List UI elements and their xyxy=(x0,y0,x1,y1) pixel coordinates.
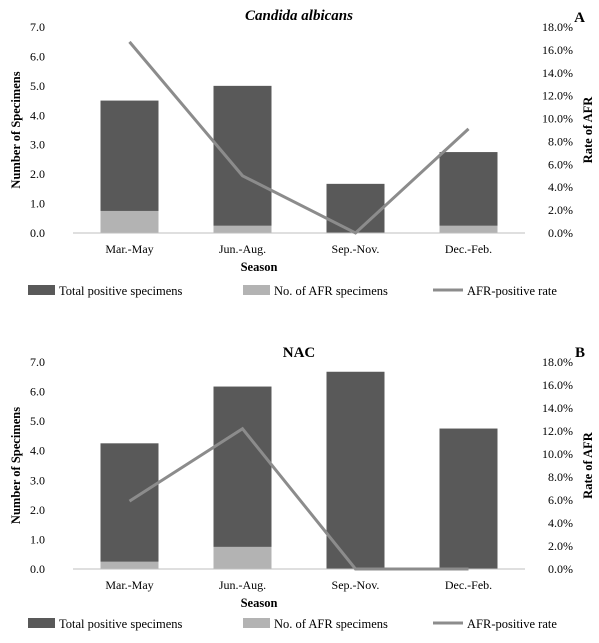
y2-axis-label: Rate of AFR xyxy=(581,431,595,499)
y2-axis-label: Rate of AFR xyxy=(581,96,595,164)
y-tick-label: 1.0 xyxy=(30,532,45,546)
bar-afr-1 xyxy=(214,547,272,569)
panel-letter: A xyxy=(574,10,585,26)
legend-swatch-afr xyxy=(243,618,270,628)
bar-total-3 xyxy=(440,429,498,569)
x-tick-label: Jun.-Aug. xyxy=(219,578,266,592)
rate-line xyxy=(130,42,469,233)
legend-label-rate: AFR-positive rate xyxy=(467,284,557,298)
y-tick-label: 6.0 xyxy=(30,49,45,63)
bar-afr-3 xyxy=(440,226,498,233)
panel-letter: B xyxy=(575,345,585,361)
chart-title: Candida albicans xyxy=(245,8,353,24)
y2-tick-label: 6.0% xyxy=(548,493,573,507)
chart-panel-b: NAC B 0.0 1.0 2.0 3.0 4.0 5.0 6.0 7.0 0.0% 2.0% 4.0%… xyxy=(9,345,595,631)
y-tick-label: 0.0 xyxy=(30,226,45,240)
legend-label-afr: No. of AFR specimens xyxy=(274,617,388,631)
legend-swatch-total xyxy=(28,618,55,628)
y2-tick-label: 16.0% xyxy=(542,378,573,392)
legend-swatch-afr xyxy=(243,285,270,295)
bar-afr-0 xyxy=(101,562,159,569)
bar-total-2 xyxy=(327,184,385,233)
y2-tick-label: 0.0% xyxy=(548,226,573,240)
y-axis-label: Number of Specimens xyxy=(9,407,23,524)
y-tick-label: 7.0 xyxy=(30,355,45,369)
x-tick-label: Dec.-Feb. xyxy=(445,242,492,256)
chart-title: NAC xyxy=(283,345,316,361)
x-axis-label: Season xyxy=(241,596,278,610)
y2-tick-label: 4.0% xyxy=(548,180,573,194)
y-tick-label: 5.0 xyxy=(30,414,45,428)
y2-tick-label: 10.0% xyxy=(542,447,573,461)
y2-tick-label: 8.0% xyxy=(548,134,573,148)
bar-total-3 xyxy=(440,152,498,233)
y-tick-label: 0.0 xyxy=(30,562,45,576)
x-tick-label: Sep.-Nov. xyxy=(332,242,380,256)
x-tick-label: Dec.-Feb. xyxy=(445,578,492,592)
bar-afr-0 xyxy=(101,211,159,233)
y-tick-label: 3.0 xyxy=(30,138,45,152)
legend-label-rate: AFR-positive rate xyxy=(467,617,557,631)
rate-line xyxy=(130,429,469,569)
y-tick-label: 2.0 xyxy=(30,167,45,181)
y2-tick-label: 12.0% xyxy=(542,89,573,103)
y2-tick-label: 4.0% xyxy=(548,516,573,530)
y2-tick-label: 18.0% xyxy=(542,20,573,34)
legend-label-total: Total positive specimens xyxy=(59,284,183,298)
legend-label-total: Total positive specimens xyxy=(59,617,183,631)
y-axis-label: Number of Specimens xyxy=(9,71,23,188)
bar-total-1 xyxy=(214,86,272,233)
x-tick-label: Jun.-Aug. xyxy=(219,242,266,256)
y2-tick-label: 0.0% xyxy=(548,562,573,576)
legend-swatch-total xyxy=(28,285,55,295)
x-tick-label: Mar.-May xyxy=(105,578,153,592)
y2-tick-label: 6.0% xyxy=(548,157,573,171)
y-tick-label: 1.0 xyxy=(30,197,45,211)
chart-panel-a: Candida albicans A 0.0 1.0 2.0 3.0 4.0 5.0 6.0 7.… xyxy=(9,8,595,298)
bar-total-1 xyxy=(214,387,272,569)
y-tick-label: 4.0 xyxy=(30,108,45,122)
y2-tick-label: 18.0% xyxy=(542,355,573,369)
y-tick-label: 6.0 xyxy=(30,385,45,399)
x-tick-label: Mar.-May xyxy=(105,242,153,256)
x-axis-label: Season xyxy=(241,260,278,274)
y-tick-label: 4.0 xyxy=(30,444,45,458)
y-tick-label: 2.0 xyxy=(30,503,45,517)
bar-afr-1 xyxy=(214,226,272,233)
legend-label-afr: No. of AFR specimens xyxy=(274,284,388,298)
x-tick-label: Sep.-Nov. xyxy=(332,578,380,592)
y2-tick-label: 12.0% xyxy=(542,424,573,438)
y-tick-label: 7.0 xyxy=(30,20,45,34)
y2-tick-label: 16.0% xyxy=(542,43,573,57)
bar-total-2 xyxy=(327,372,385,569)
y2-tick-label: 14.0% xyxy=(542,66,573,80)
y2-tick-label: 14.0% xyxy=(542,401,573,415)
y2-tick-label: 2.0% xyxy=(548,539,573,553)
y-tick-label: 5.0 xyxy=(30,79,45,93)
y2-tick-label: 10.0% xyxy=(542,112,573,126)
bar-total-0 xyxy=(101,443,159,569)
y-tick-label: 3.0 xyxy=(30,473,45,487)
y2-tick-label: 2.0% xyxy=(548,203,573,217)
y2-tick-label: 8.0% xyxy=(548,470,573,484)
